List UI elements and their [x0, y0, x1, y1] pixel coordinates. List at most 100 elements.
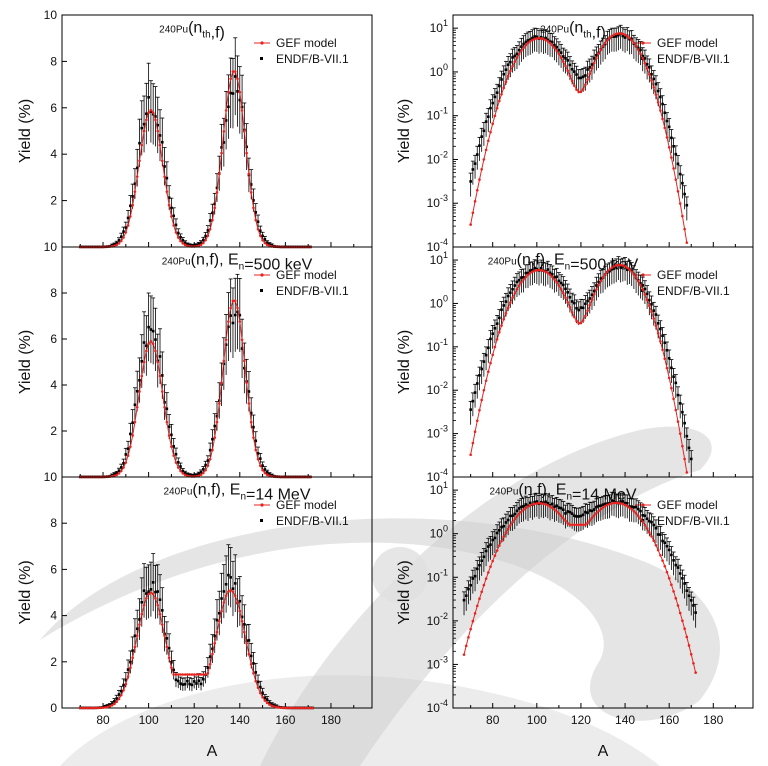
endf-point: [509, 291, 512, 294]
endf-point: [206, 666, 210, 670]
endf-point: [179, 465, 182, 468]
endf-point: [163, 165, 166, 168]
endf-point: [544, 500, 547, 504]
endf-point: [546, 501, 550, 505]
panel-title: 240Pu(nth,f): [159, 20, 225, 42]
endf-point: [227, 105, 230, 109]
endf-point: [265, 698, 269, 701]
y-tick-label: 10: [44, 470, 58, 484]
endf-point: [504, 68, 508, 71]
endf-point: [522, 42, 525, 46]
endf-point: [550, 502, 554, 506]
endf-point: [564, 512, 567, 515]
endf-point: [575, 73, 578, 76]
endf-point: [263, 468, 267, 471]
endf-point: [645, 62, 649, 66]
endf-point: [195, 682, 198, 685]
endf-point: [231, 587, 235, 590]
endf-point: [158, 598, 162, 601]
endf-point: [115, 472, 119, 475]
endf-point: [160, 609, 164, 612]
x-tick-label: 160: [659, 713, 679, 727]
endf-point: [531, 268, 534, 272]
gef-line: [80, 300, 311, 478]
endf-point: [608, 269, 611, 273]
endf-point: [482, 555, 486, 559]
gef-line: [470, 32, 688, 243]
endf-point: [670, 553, 673, 557]
endf-point: [564, 56, 567, 60]
legend-endf-label: ENDF/B-VII.1: [276, 52, 349, 66]
endf-point: [220, 146, 223, 149]
endf-point: [612, 499, 616, 503]
endf-point: [650, 520, 653, 524]
endf-point: [650, 302, 653, 306]
endf-point: [683, 192, 686, 196]
endf-point: [495, 322, 499, 325]
endf-point: [502, 304, 506, 307]
legend-endf-label: ENDF/B-VII.1: [276, 284, 349, 298]
endf-point: [636, 46, 640, 50]
endf-point: [138, 379, 141, 382]
endf-point: [167, 425, 171, 429]
endf-point: [597, 504, 600, 508]
endf-point: [584, 74, 587, 77]
endf-point: [524, 271, 528, 275]
endf-point: [480, 559, 483, 563]
endf-point: [217, 611, 221, 615]
endf-point: [656, 322, 660, 325]
legend: GEF model ENDF/B-VII.1: [635, 36, 730, 66]
endf-point: [149, 110, 153, 113]
endf-point: [486, 115, 490, 119]
legend: GEF model ENDF/B-VII.1: [254, 36, 349, 66]
endf-point: [489, 106, 492, 110]
endf-point: [573, 301, 576, 305]
endf-point: [539, 267, 543, 270]
endf-point: [590, 293, 594, 297]
endf-point: [511, 514, 514, 518]
endf-point: [117, 239, 121, 242]
endf-point: [550, 40, 554, 44]
endf-point: [231, 321, 235, 325]
endf-point: [636, 507, 640, 511]
endf-point: [586, 511, 589, 515]
endf-point: [568, 510, 572, 514]
endf-point: [643, 287, 647, 291]
endf-point: [681, 577, 684, 580]
endf-point: [268, 701, 271, 705]
endf-point: [674, 152, 678, 156]
endf-point: [674, 563, 678, 567]
legend-endf-label: ENDF/B-VII.1: [657, 52, 730, 66]
endf-point: [202, 238, 205, 242]
panel-14-linear: 0 2 4 6 8 80 100 120 140 160 180 Yield (%) 240Pu(n,f…: [17, 476, 373, 727]
endf-point: [513, 54, 517, 58]
endf-point: [581, 75, 585, 79]
endf-series: [78, 273, 312, 479]
endf-point: [259, 457, 262, 460]
endf-point: [154, 115, 157, 118]
endf-point: [586, 68, 589, 71]
y-tick-label: 10-1: [427, 337, 448, 354]
endf-point: [568, 295, 572, 299]
legend-gef-marker: [641, 503, 645, 507]
endf-point: [489, 337, 492, 341]
endf-point: [486, 346, 490, 350]
endf-point: [661, 334, 664, 338]
endf-point: [129, 660, 132, 664]
endf-point: [245, 145, 248, 149]
endf-point: [133, 634, 137, 638]
endf-point: [676, 162, 680, 166]
endf-point: [648, 66, 651, 69]
endf-point: [546, 268, 550, 271]
endf-point: [263, 237, 267, 241]
endf-point: [245, 639, 248, 643]
endf-point: [678, 402, 682, 405]
endf-point: [548, 271, 552, 275]
endf-point: [676, 566, 680, 569]
endf-point: [176, 461, 180, 464]
y-tick-label: 10-3: [427, 193, 448, 210]
endf-point: [515, 509, 519, 513]
endf-point: [588, 509, 592, 512]
